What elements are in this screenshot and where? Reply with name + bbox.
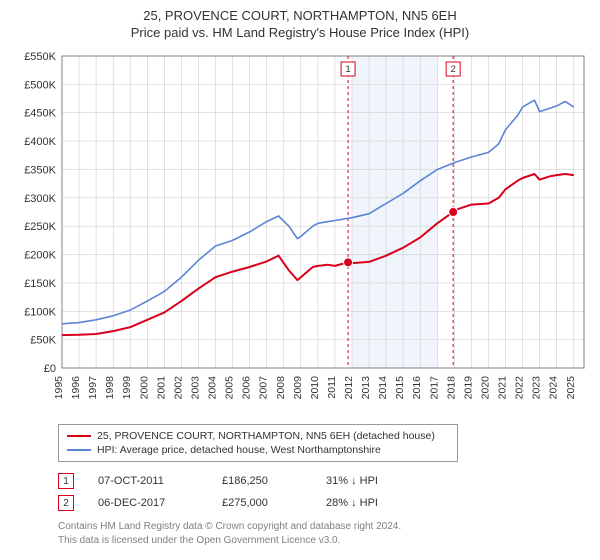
marker-delta: 31% ↓ HPI — [326, 475, 378, 487]
svg-text:£350K: £350K — [24, 164, 56, 176]
svg-text:2007: 2007 — [258, 376, 270, 400]
chart-legend: 25, PROVENCE COURT, NORTHAMPTON, NN5 6EH… — [58, 424, 458, 462]
svg-text:£250K: £250K — [24, 221, 56, 233]
legend-item: 25, PROVENCE COURT, NORTHAMPTON, NN5 6EH… — [67, 429, 449, 443]
legend-label: 25, PROVENCE COURT, NORTHAMPTON, NN5 6EH… — [97, 430, 435, 442]
chart-title-subtitle: Price paid vs. HM Land Registry's House … — [10, 25, 590, 40]
svg-text:2016: 2016 — [411, 376, 423, 400]
event-marker-table: 1 07-OCT-2011 £186,250 31% ↓ HPI 2 06-DEC-201… — [58, 470, 590, 514]
legend-item: HPI: Average price, detached house, West… — [67, 443, 449, 457]
svg-text:2002: 2002 — [172, 376, 184, 400]
legend-label: HPI: Average price, detached house, West… — [97, 444, 381, 456]
svg-text:£400K: £400K — [24, 136, 56, 148]
svg-text:2022: 2022 — [514, 376, 526, 400]
marker-price: £275,000 — [222, 497, 302, 509]
svg-text:1997: 1997 — [87, 376, 99, 400]
svg-text:1995: 1995 — [53, 376, 65, 400]
svg-text:£100K: £100K — [24, 306, 56, 318]
marker-delta: 28% ↓ HPI — [326, 497, 378, 509]
svg-text:1: 1 — [345, 64, 350, 75]
svg-text:2: 2 — [451, 64, 456, 75]
svg-text:2014: 2014 — [377, 376, 389, 400]
svg-text:2024: 2024 — [548, 376, 560, 400]
svg-text:2018: 2018 — [445, 376, 457, 400]
svg-text:£200K: £200K — [24, 250, 56, 262]
svg-text:£50K: £50K — [30, 335, 56, 347]
marker-row: 1 07-OCT-2011 £186,250 31% ↓ HPI — [58, 470, 590, 492]
svg-text:£150K: £150K — [24, 278, 56, 290]
svg-text:2008: 2008 — [275, 376, 287, 400]
svg-text:2003: 2003 — [189, 376, 201, 400]
svg-text:£0: £0 — [44, 363, 56, 375]
svg-text:2025: 2025 — [565, 376, 577, 400]
svg-text:2013: 2013 — [360, 376, 372, 400]
marker-number-badge: 2 — [58, 495, 74, 511]
svg-text:2006: 2006 — [241, 376, 253, 400]
svg-text:2021: 2021 — [497, 376, 509, 400]
svg-text:2001: 2001 — [155, 376, 167, 400]
svg-text:2000: 2000 — [138, 376, 150, 400]
svg-text:2023: 2023 — [531, 376, 543, 400]
svg-text:2009: 2009 — [292, 376, 304, 400]
svg-text:1998: 1998 — [104, 376, 116, 400]
marker-date: 07-OCT-2011 — [98, 475, 198, 487]
legend-swatch — [67, 435, 91, 437]
footer-copyright: Contains HM Land Registry data © Crown c… — [58, 520, 590, 534]
svg-text:2012: 2012 — [343, 376, 355, 400]
svg-text:2011: 2011 — [326, 376, 338, 399]
svg-text:£500K: £500K — [24, 79, 56, 91]
line-chart: £0 £50K £100K £150K £200K £250K £300K £350K £400… — [10, 48, 590, 418]
chart-svg: £0 £50K £100K £150K £200K £250K £300K £350K £400… — [10, 48, 590, 418]
svg-text:2019: 2019 — [462, 376, 474, 400]
svg-text:2004: 2004 — [207, 376, 219, 400]
svg-text:2020: 2020 — [479, 376, 491, 400]
svg-text:£550K: £550K — [24, 51, 56, 63]
svg-text:1999: 1999 — [121, 376, 133, 400]
svg-text:1996: 1996 — [70, 376, 82, 400]
svg-text:2017: 2017 — [428, 376, 440, 400]
svg-text:2005: 2005 — [224, 376, 236, 400]
svg-text:2010: 2010 — [309, 376, 321, 400]
marker-date: 06-DEC-2017 — [98, 497, 198, 509]
svg-text:2015: 2015 — [394, 376, 406, 400]
svg-text:£300K: £300K — [24, 193, 56, 205]
chart-footer: Contains HM Land Registry data © Crown c… — [58, 520, 590, 547]
marker-number-badge: 1 — [58, 473, 74, 489]
legend-swatch — [67, 449, 91, 451]
svg-text:£450K: £450K — [24, 108, 56, 120]
chart-title-address: 25, PROVENCE COURT, NORTHAMPTON, NN5 6EH — [10, 8, 590, 23]
footer-licence: This data is licensed under the Open Gov… — [58, 534, 590, 548]
marker-row: 2 06-DEC-2017 £275,000 28% ↓ HPI — [58, 492, 590, 514]
marker-price: £186,250 — [222, 475, 302, 487]
